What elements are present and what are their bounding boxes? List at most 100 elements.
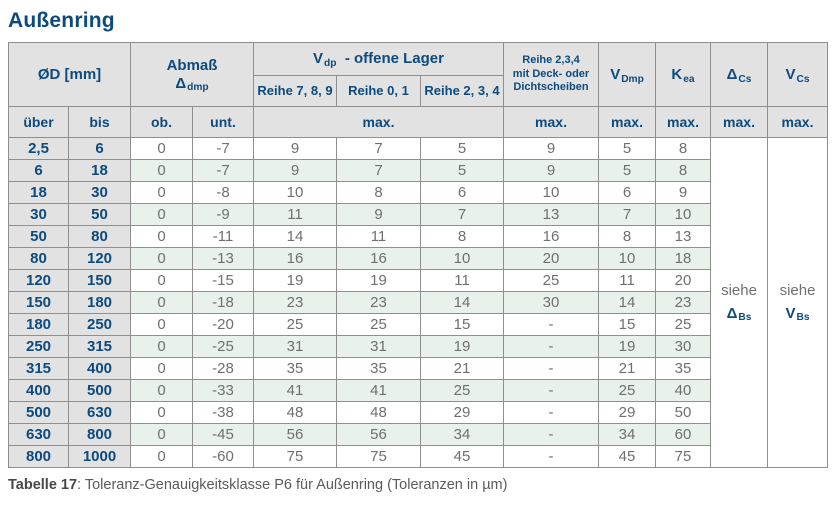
value-cell: 23 — [655, 291, 712, 314]
value-cell: 5 — [598, 159, 657, 182]
note-word: siehe — [721, 282, 757, 299]
v-cs-subscript: Cs — [796, 73, 810, 85]
table-row: 630 800 0 -45 56 56 34-34 60 — [8, 423, 828, 446]
col-header-reihe-01: Reihe 0, 1 — [336, 75, 421, 107]
range-cell: 800 — [8, 445, 69, 468]
value-cell: 18 — [655, 247, 712, 270]
value-cell: 11 — [598, 269, 657, 292]
value-cell: -20 — [192, 313, 254, 336]
value-cell: - — [503, 379, 600, 402]
value-cell: 10 — [253, 181, 337, 204]
value-cell: 23 — [253, 291, 337, 314]
value-cell: 25 — [336, 313, 421, 336]
table-row: 2,5 6 0 -7 9 7 5 9 5 8 siehe ΔBs siehe VBs — [8, 137, 829, 468]
range-cell: 180 — [8, 313, 69, 336]
table-row: 400 500 0 -33 41 41 25-25 40 — [8, 379, 828, 402]
value-cell: 14 — [598, 291, 657, 314]
value-cell: 23 — [336, 291, 421, 314]
value-cell: 0 — [130, 137, 193, 160]
v-cs-symbol: V — [785, 65, 796, 83]
value-cell: -8 — [192, 181, 254, 204]
value-cell: - — [503, 313, 600, 336]
value-cell: 25 — [253, 313, 337, 336]
value-cell: 0 — [130, 379, 193, 402]
delta-cs-subscript: Cs — [738, 73, 752, 85]
value-cell: 11 — [253, 203, 337, 226]
value-cell: 0 — [130, 423, 193, 446]
value-cell: 50 — [655, 401, 712, 424]
value-cell: -15 — [192, 269, 254, 292]
value-cell: 9 — [253, 159, 337, 182]
range-cell: 250 — [8, 335, 69, 358]
note-symbol: ΔBs — [726, 304, 752, 324]
value-cell: 10 — [503, 181, 600, 204]
value-cell: -25 — [192, 335, 254, 358]
value-cell: -28 — [192, 357, 254, 380]
table-row: 500 630 0 -38 48 48 29-29 50 — [8, 401, 828, 424]
vdmp-subscript: Dmp — [621, 73, 644, 85]
col-header-ueber: über — [8, 106, 69, 138]
col-header-abmass: Abmaß Δdmp — [130, 42, 254, 107]
value-cell: 30 — [655, 335, 712, 358]
col-header-reihe-789: Reihe 7, 8, 9 — [253, 75, 337, 107]
value-cell: 8 — [419, 225, 505, 248]
table-row: 150 180 0 -18 23 23 14 30 14 23 — [8, 291, 828, 314]
value-cell: 35 — [336, 357, 421, 380]
value-cell: 0 — [130, 181, 193, 204]
col-header-ob: ob. — [130, 106, 193, 138]
value-cell: 9 — [503, 137, 600, 160]
value-cell: - — [503, 401, 600, 424]
range-cell: 150 — [8, 291, 69, 314]
note-word: siehe — [779, 282, 816, 299]
caption-text: : Toleranz-Genauigkeitsklasse P6 für Auß… — [77, 477, 508, 493]
value-cell: -13 — [192, 247, 254, 270]
value-cell: 13 — [503, 203, 600, 226]
page: Außenring ØD [mm] Abmaß Δdmp Vdp - offen… — [8, 9, 829, 493]
deck-line3: Dichtscheiben — [513, 81, 589, 94]
table-row: 800 1000 0 -60 75 75 45-45 75 — [8, 445, 828, 468]
abmass-symbol: Δ — [175, 74, 187, 92]
value-cell: -18 — [192, 291, 254, 314]
table-row: 180 250 0 -20 25 25 15-15 25 — [8, 313, 828, 336]
value-cell: 25 — [419, 379, 505, 402]
value-cell: 31 — [336, 335, 421, 358]
col-header-deckscheiben: Reihe 2,3,4 mit Deck- oder Dichtscheiben — [503, 42, 600, 107]
vdp-symbol: V — [313, 50, 324, 68]
delta-cs-symbol: Δ — [726, 65, 738, 83]
value-cell: 25 — [655, 313, 712, 336]
value-cell: - — [503, 357, 600, 380]
range-cell: 400 — [8, 379, 69, 402]
value-cell: 20 — [503, 247, 600, 270]
value-cell: 48 — [336, 401, 421, 424]
value-cell: 16 — [503, 225, 600, 248]
range-cell: 180 — [68, 291, 131, 314]
value-cell: 40 — [655, 379, 712, 402]
value-cell: 8 — [655, 159, 712, 182]
value-cell: 34 — [419, 423, 505, 446]
value-cell: 6 — [419, 181, 505, 204]
range-cell: 315 — [68, 335, 131, 358]
value-cell: 45 — [598, 445, 657, 468]
value-cell: 11 — [419, 269, 505, 292]
value-cell: 56 — [253, 423, 337, 446]
deck-line2: mit Deck- oder — [512, 67, 590, 80]
range-cell: 250 — [68, 313, 131, 336]
value-cell: 75 — [336, 445, 421, 468]
value-cell: -11 — [192, 225, 254, 248]
col-header-delta-cs: ΔCs — [710, 42, 769, 107]
table-row: 18 30 0 -8 10 8 6 10 6 9 — [8, 181, 828, 204]
col-header-v-cs: VCs — [767, 42, 829, 107]
range-cell: 6 — [68, 137, 131, 160]
value-cell: - — [503, 335, 600, 358]
range-cell: 80 — [68, 225, 131, 248]
value-cell: 7 — [598, 203, 657, 226]
value-cell: 29 — [419, 401, 505, 424]
range-cell: 30 — [68, 181, 131, 204]
value-cell: 7 — [336, 159, 421, 182]
range-cell: 120 — [68, 247, 131, 270]
value-cell: 35 — [253, 357, 337, 380]
value-cell: 20 — [655, 269, 712, 292]
max-header-vdp: max. — [252, 106, 505, 138]
range-cell: 500 — [68, 379, 131, 402]
col-header-vdp-open: Vdp - offene Lager — [252, 42, 505, 76]
